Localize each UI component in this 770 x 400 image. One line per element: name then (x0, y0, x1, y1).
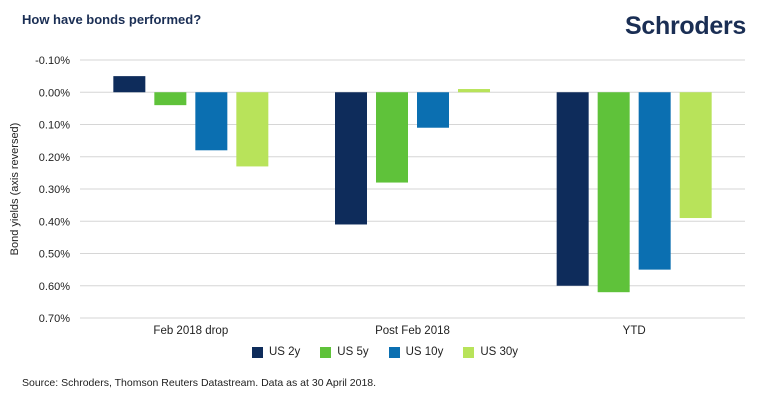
bar (335, 92, 367, 225)
x-tick-label: YTD (623, 325, 646, 337)
y-tick-label: 0.10% (39, 120, 70, 132)
bar (236, 92, 269, 167)
y-tick-label: 0.40% (39, 216, 70, 228)
y-tick-label: 0.50% (39, 249, 70, 261)
y-tick-label: 0.20% (39, 152, 70, 164)
bar (417, 92, 449, 128)
x-tick-label: Post Feb 2018 (375, 325, 450, 337)
bar (154, 92, 187, 106)
bar (638, 92, 671, 270)
legend-swatch (251, 346, 263, 358)
x-tick-label: Feb 2018 drop (153, 325, 228, 337)
y-tick-label: -0.10% (35, 55, 70, 67)
y-tick-label: 0.70% (39, 313, 70, 325)
legend-label: US 2y (268, 346, 301, 358)
y-tick-label: 0.60% (39, 281, 70, 293)
source-note: Source: Schroders, Thomson Reuters Datas… (22, 377, 377, 389)
bar-chart: -0.10% 0.00% 0.10% 0.20% 0.30% 0.40% 0.50% 0.60… (9, 55, 745, 337)
y-tick-label: 0.30% (39, 184, 70, 196)
legend-swatch (320, 346, 332, 358)
y-tick-label: 0.00% (39, 87, 70, 99)
bar (458, 89, 490, 93)
bar (679, 92, 712, 219)
legend-swatch (388, 346, 400, 358)
bar (556, 92, 589, 286)
legend-swatch (463, 346, 475, 358)
bar (376, 92, 408, 183)
y-axis-label: Bond yields (axis reversed) (9, 123, 21, 256)
legend-item: US 5y (320, 346, 369, 358)
legend-label: US 10y (405, 346, 444, 358)
legend-item: US 10y (388, 346, 444, 358)
chart-legend: US 2y US 5y US 10y US 30y (0, 346, 770, 358)
bar (195, 92, 228, 151)
bar (113, 76, 146, 93)
chart-title: How have bonds performed? (22, 12, 202, 27)
bar (597, 92, 630, 293)
legend-item: US 30y (463, 346, 518, 358)
legend-label: US 30y (480, 346, 519, 358)
legend-item: US 2y (251, 346, 301, 358)
schroders-logo: Schroders (625, 12, 746, 40)
legend-label: US 5y (337, 346, 369, 358)
